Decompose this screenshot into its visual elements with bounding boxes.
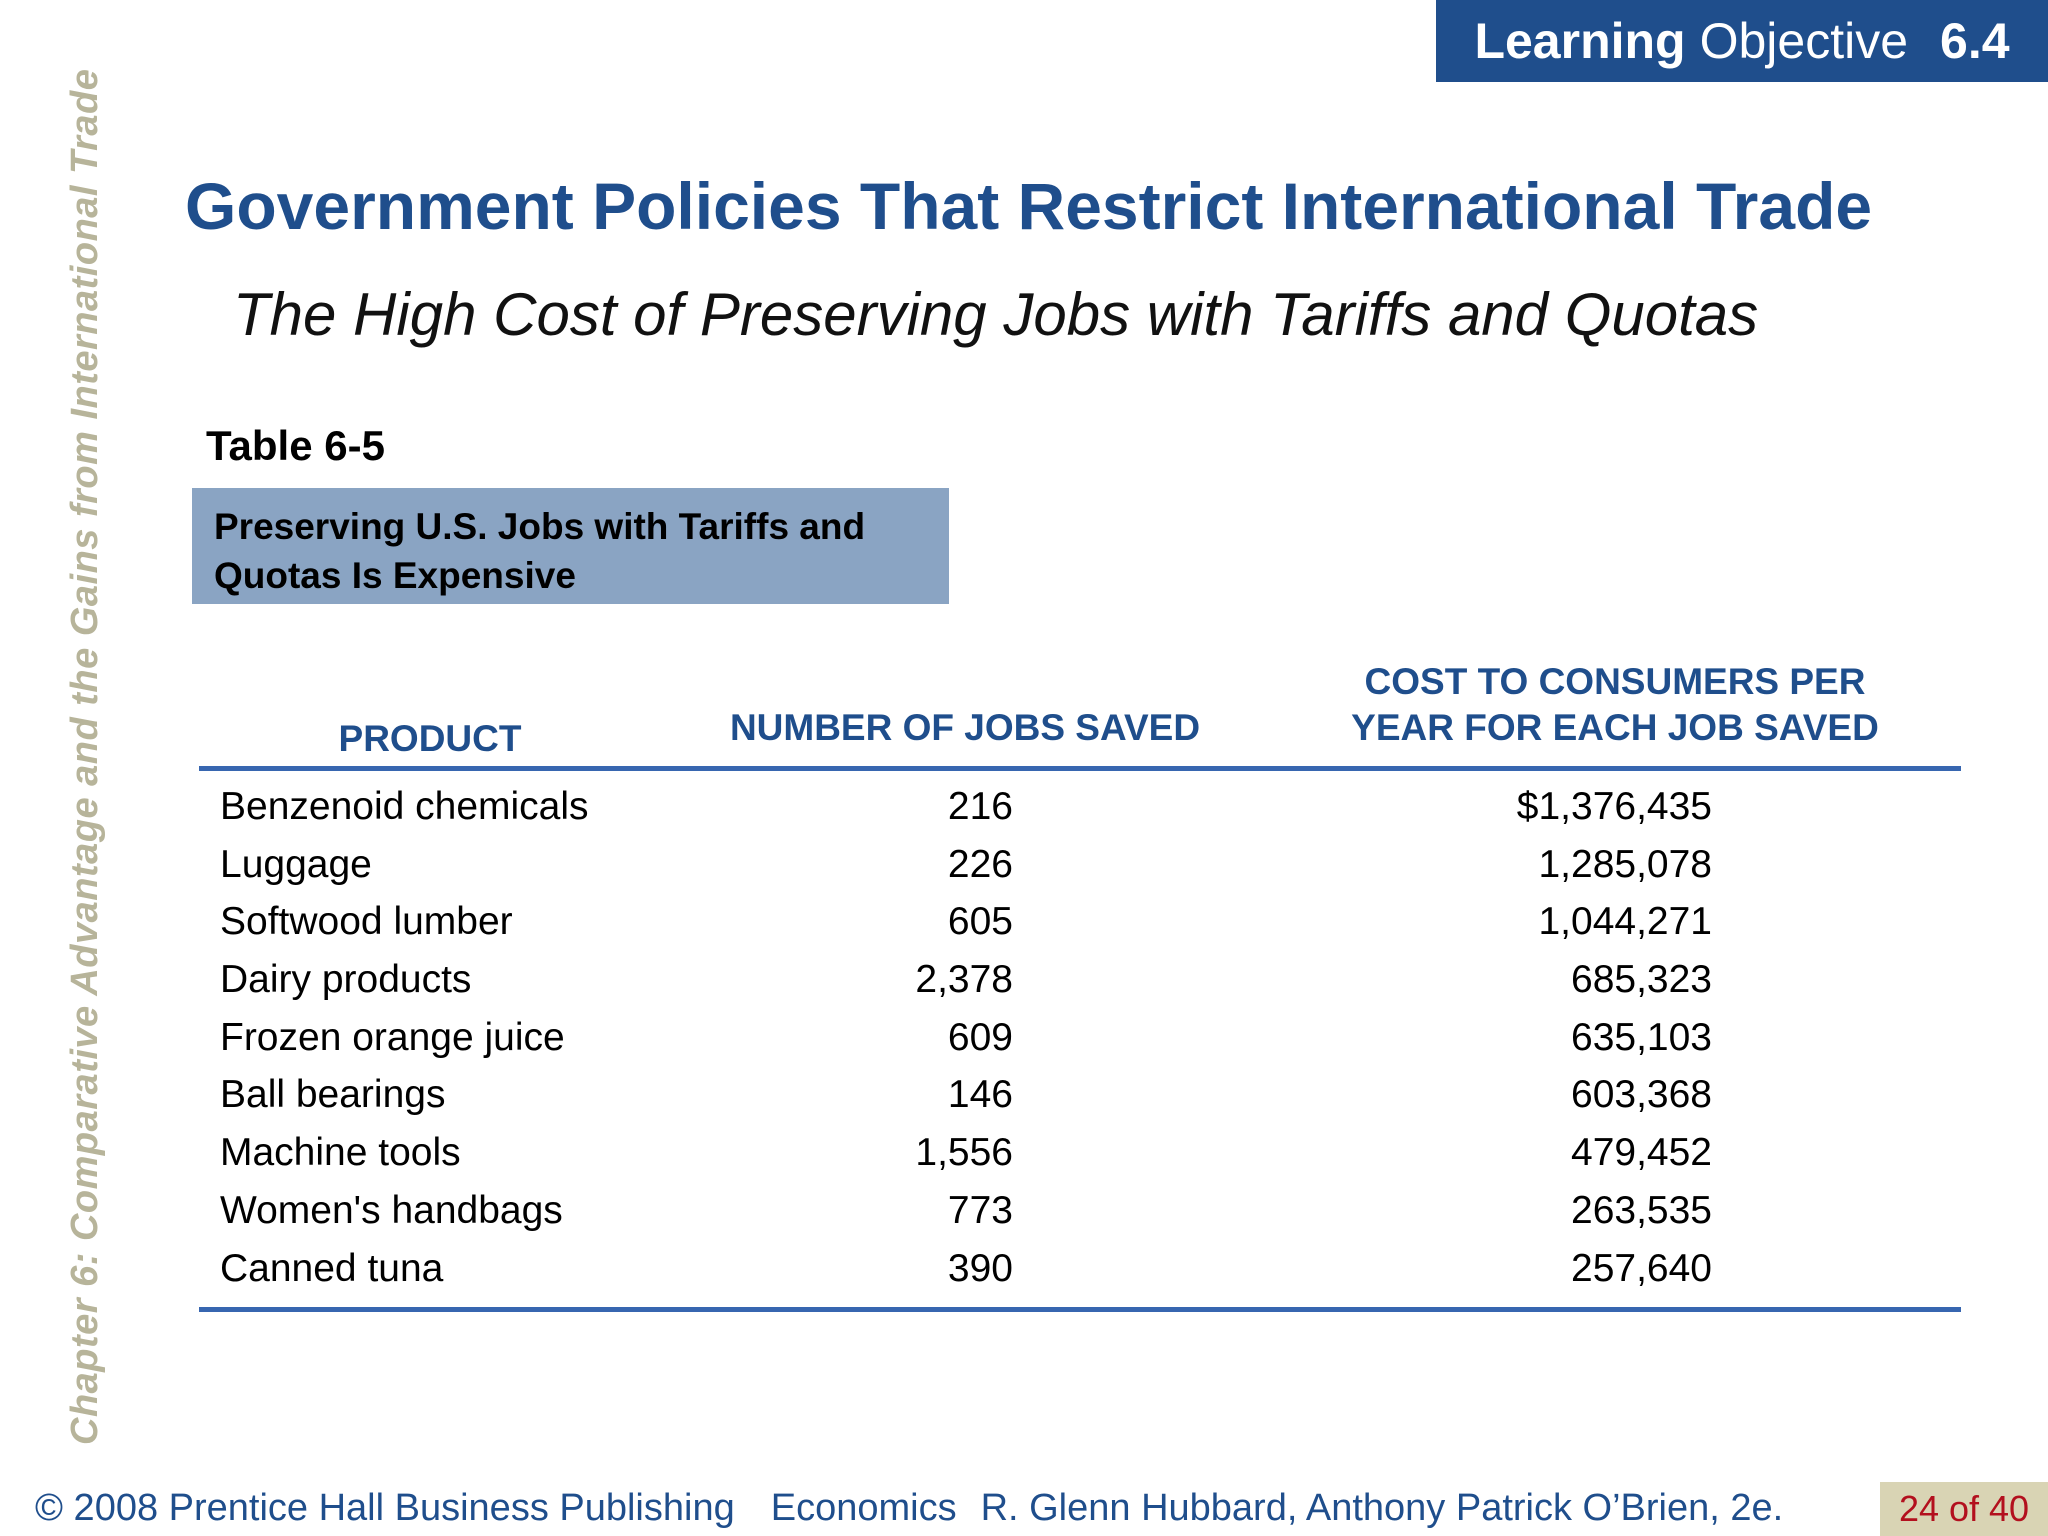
cell-jobs: 146: [947, 1073, 1013, 1117]
column-header-cost: COST TO CONSUMERS PER YEAR FOR EACH JOB …: [1290, 659, 1940, 751]
table-row: Canned tuna 390 257,640: [0, 1240, 2048, 1298]
table-row: Ball bearings 146 603,368: [0, 1066, 2048, 1124]
footer-copyright: © 2008 Prentice Hall Business Publishing: [35, 1487, 735, 1529]
learning-objective-word2: Objective: [1699, 13, 1909, 69]
cell-cost: 603,368: [1571, 1073, 1712, 1117]
table-row: Frozen orange juice 609 635,103: [0, 1009, 2048, 1067]
table-row: Women's handbags 773 263,535: [0, 1182, 2048, 1240]
column-header-cost-line2: YEAR FOR EACH JOB SAVED: [1351, 707, 1879, 748]
cell-product: Dairy products: [220, 958, 472, 1002]
cell-product: Women's handbags: [220, 1188, 563, 1232]
cell-product: Softwood lumber: [220, 900, 513, 944]
cell-product: Luggage: [220, 842, 372, 886]
cell-cost: 1,044,271: [1538, 900, 1712, 944]
table-row: Machine tools 1,556 479,452: [0, 1124, 2048, 1182]
table-row: Benzenoid chemicals 216 $1,376,435: [0, 778, 2048, 836]
slide-title: Government Policies That Restrict Intern…: [185, 169, 1873, 243]
cell-jobs: 1,556: [915, 1131, 1013, 1175]
cell-product: Ball bearings: [220, 1073, 446, 1117]
cell-jobs: 2,378: [915, 958, 1013, 1002]
cell-cost: 479,452: [1571, 1131, 1712, 1175]
column-header-product: PRODUCT: [338, 718, 522, 759]
table-caption-line2: Quotas Is Expensive: [214, 555, 576, 596]
table-row: Softwood lumber 605 1,044,271: [0, 893, 2048, 951]
page-number-badge: 24 of 40: [1880, 1482, 2048, 1536]
cell-jobs: 226: [947, 842, 1013, 886]
footer-book-title: Economics: [770, 1487, 957, 1529]
cell-jobs: 605: [947, 900, 1013, 944]
table-top-rule: [199, 766, 1961, 771]
cell-product: Machine tools: [220, 1131, 461, 1175]
cell-cost: 263,535: [1571, 1188, 1712, 1232]
table-row: Luggage 226 1,285,078: [0, 836, 2048, 894]
cell-product: Canned tuna: [220, 1246, 444, 1290]
table-bottom-rule: [199, 1307, 1961, 1312]
table-caption: Preserving U.S. Jobs with Tariffs and Qu…: [192, 488, 949, 604]
cell-cost: 257,640: [1571, 1246, 1712, 1290]
learning-objective-banner: Learning Objective 6.4: [1436, 0, 2048, 82]
cell-cost: 685,323: [1571, 958, 1712, 1002]
table-number: Table 6-5: [206, 422, 385, 469]
cell-product: Benzenoid chemicals: [220, 785, 589, 828]
cell-jobs: 609: [947, 1015, 1013, 1059]
learning-objective-word1: Learning: [1474, 13, 1686, 69]
footer: © 2008 Prentice Hall Business Publishing…: [35, 1487, 1783, 1530]
table-row: Dairy products 2,378 685,323: [0, 951, 2048, 1009]
table-body: Benzenoid chemicals 216 $1,376,435 Lugga…: [0, 778, 2048, 1297]
cell-cost: $1,376,435: [1516, 785, 1712, 828]
column-header-cost-line1: COST TO CONSUMERS PER: [1364, 661, 1866, 702]
footer-authors: R. Glenn Hubbard, Anthony Patrick O’Brie…: [980, 1487, 1784, 1529]
cell-cost: 1,285,078: [1538, 842, 1712, 886]
slide-subtitle: The High Cost of Preserving Jobs with Ta…: [233, 281, 1759, 348]
cell-jobs: 773: [947, 1188, 1013, 1232]
table-caption-line1: Preserving U.S. Jobs with Tariffs and: [214, 506, 866, 547]
cell-cost: 635,103: [1571, 1015, 1712, 1059]
column-header-jobs-saved: NUMBER OF JOBS SAVED: [729, 707, 1201, 748]
learning-objective-number: 6.4: [1940, 13, 2010, 69]
cell-product: Frozen orange juice: [220, 1015, 565, 1059]
cell-jobs: 216: [947, 785, 1013, 828]
cell-jobs: 390: [947, 1246, 1013, 1290]
